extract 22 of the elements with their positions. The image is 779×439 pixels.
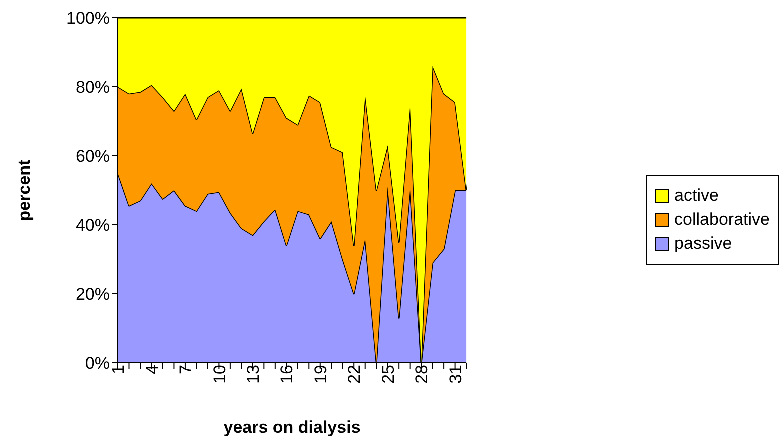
legend-label: collaborative [674, 210, 770, 230]
x-tick-label: 4 [142, 365, 162, 374]
x-tick-label: 25 [378, 365, 398, 384]
y-tick-label: 20% [76, 285, 110, 304]
y-tick-label: 0% [85, 354, 110, 374]
x-tick-label: 16 [278, 365, 297, 384]
x-tick-label: 13 [244, 365, 263, 384]
y-tick-label: 40% [76, 216, 110, 236]
x-axis-title: years on dialysis [224, 418, 361, 437]
legend-label: passive [674, 234, 732, 254]
x-tick-label: 10 [210, 365, 230, 384]
legend-label: active [674, 186, 719, 206]
y-tick-label: 100% [66, 9, 110, 28]
x-tick-label: 1 [109, 365, 128, 374]
y-tick-label: 60% [76, 147, 110, 166]
x-tick-label: 31 [446, 365, 466, 384]
x-tick-label: 7 [176, 365, 196, 374]
y-tick-label: 80% [76, 78, 110, 98]
x-tick-label: 19 [311, 365, 330, 384]
x-tick-label: 28 [412, 365, 432, 384]
y-axis-title: percent [15, 159, 34, 222]
x-tick-label: 22 [345, 365, 364, 384]
